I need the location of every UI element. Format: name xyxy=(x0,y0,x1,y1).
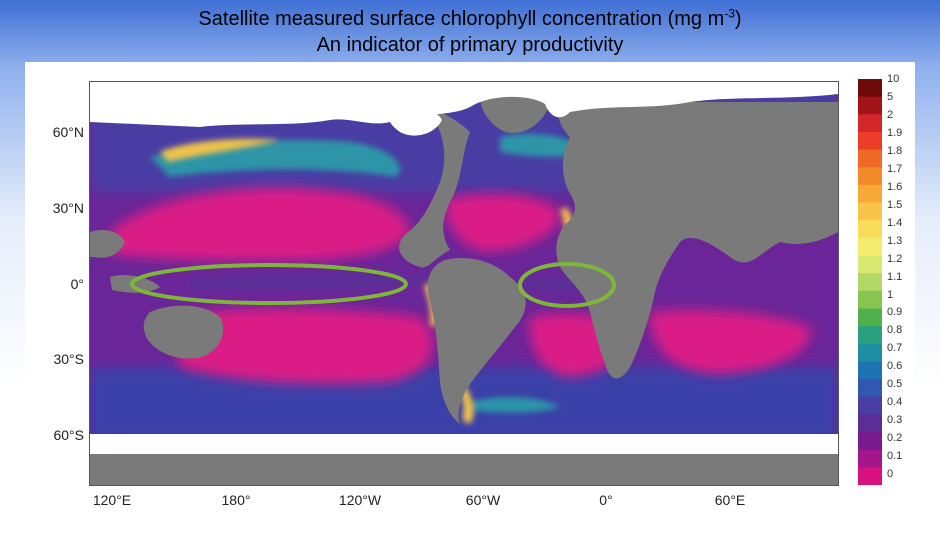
equatorial-pacific-tongue xyxy=(190,272,440,291)
colorbar-label: 1.8 xyxy=(887,144,903,157)
colorbar-label: 2 xyxy=(887,108,894,121)
colorbar-label: 1.9 xyxy=(887,126,903,139)
greenland-land xyxy=(479,89,550,133)
southeast-asia-islands xyxy=(90,230,160,293)
equatorial-atlantic-ellipse xyxy=(518,262,616,308)
colorbar-label: 1.5 xyxy=(887,198,903,211)
colorbar-label: 10 xyxy=(887,73,900,85)
x-tick-label: 60°E xyxy=(714,492,746,508)
colorbar-label: 1.4 xyxy=(887,216,903,229)
map-graphic xyxy=(90,82,838,485)
colorbar-swatch xyxy=(858,326,882,345)
colorbar-swatch xyxy=(858,361,882,380)
colorbar-label: 1.3 xyxy=(887,234,903,247)
colorbar-swatch xyxy=(858,290,882,309)
colorbar-swatch xyxy=(858,449,882,468)
map-title-line-1: Satellite measured surface chlorophyll c… xyxy=(198,6,742,30)
colorbar-swatch xyxy=(858,149,882,168)
colorbar-label: 1 xyxy=(887,288,894,301)
colorbar-swatch xyxy=(858,343,882,362)
colorbar-label: 1.2 xyxy=(887,252,903,265)
canadian-archipelago-ice xyxy=(387,105,442,136)
x-tick-label: 180° xyxy=(221,492,251,508)
colorbar-swatch xyxy=(858,220,882,239)
arctic-sea-ice xyxy=(90,82,838,127)
colorbar-label: 0.8 xyxy=(887,324,903,337)
colorbar-label: 0.9 xyxy=(887,306,903,319)
colorbar-swatch xyxy=(858,379,882,398)
australia-land xyxy=(143,305,224,359)
bering-coastal-bloom xyxy=(160,138,280,162)
colorbar-swatch xyxy=(858,237,882,257)
map-title-line-2: An indicator of primary productivity xyxy=(316,34,624,56)
colorbar-swatch xyxy=(858,96,882,115)
y-tick-label: 60°N xyxy=(52,124,84,140)
x-tick-label: 120°E xyxy=(92,492,132,508)
colorbar-swatch xyxy=(858,114,882,133)
colorbar xyxy=(858,79,882,485)
colorbar-label: 0.4 xyxy=(887,396,903,409)
x-tick-label: 120°W xyxy=(338,492,382,508)
colorbar-label: 0.7 xyxy=(887,342,903,355)
colorbar-swatch xyxy=(858,396,882,415)
colorbar-label: 0.5 xyxy=(887,378,903,391)
y-tick-label: 0° xyxy=(70,276,84,292)
colorbar-swatch xyxy=(858,131,882,151)
antarctic-sea-ice xyxy=(90,434,838,454)
x-tick-label: 60°W xyxy=(465,492,501,508)
north-pacific-gyre xyxy=(110,187,410,261)
colorbar-swatch xyxy=(858,255,882,274)
colorbar-swatch xyxy=(858,167,882,186)
north-atlantic-gyre xyxy=(445,194,560,252)
colorbar-label: 0.2 xyxy=(887,432,903,445)
y-tick-label: 60°S xyxy=(53,427,84,443)
colorbar-swatch xyxy=(858,79,882,98)
colorbar-swatch xyxy=(858,308,882,327)
colorbar-label: 0.6 xyxy=(887,360,903,373)
colorbar-label: 1.6 xyxy=(887,180,903,193)
y-tick-label: 30°S xyxy=(53,351,84,367)
colorbar-label: 0.1 xyxy=(887,450,903,462)
colorbar-swatch xyxy=(858,273,882,292)
eurasia-africa-land xyxy=(556,102,838,379)
y-tick-label: 30°N xyxy=(52,200,84,216)
chlorophyll-map xyxy=(89,81,839,486)
south-america-land xyxy=(427,257,526,424)
southern-ocean-bloom xyxy=(470,397,560,413)
x-tick-label: 0° xyxy=(599,492,613,508)
colorbar-swatch xyxy=(858,202,882,221)
colorbar-label: 1.1 xyxy=(887,270,903,283)
south-pacific-gyre xyxy=(170,308,434,384)
colorbar-label: 1.7 xyxy=(887,162,903,175)
colorbar-swatch xyxy=(858,467,882,485)
antarctica-land xyxy=(90,454,838,485)
colorbar-label: 0 xyxy=(887,468,894,480)
colorbar-swatch xyxy=(858,414,882,433)
colorbar-label: 0.3 xyxy=(887,414,903,427)
colorbar-swatch xyxy=(858,184,882,204)
colorbar-label: 5 xyxy=(887,91,894,103)
colorbar-swatch xyxy=(858,432,882,451)
equatorial-pacific-ellipse xyxy=(130,263,408,305)
indian-ocean-gyre xyxy=(650,310,811,374)
